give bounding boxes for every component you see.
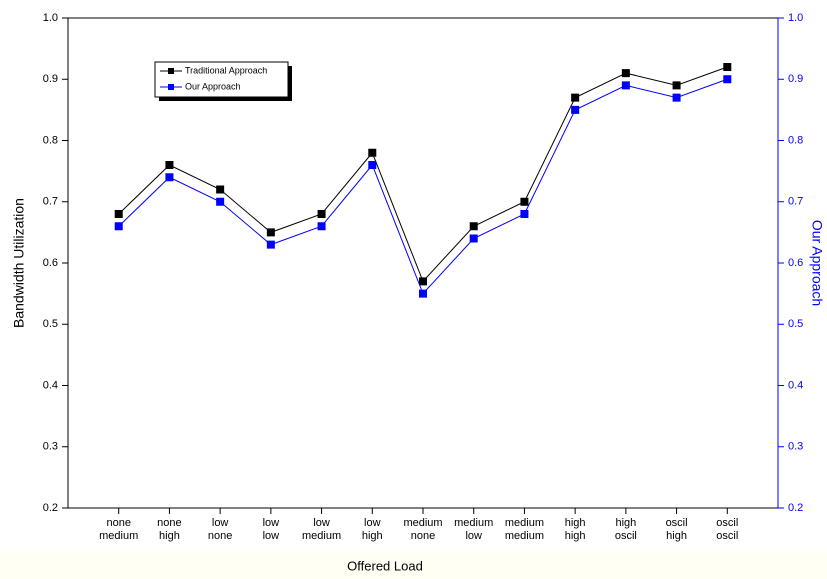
x-tick-label: low [364,517,381,529]
point [520,197,529,206]
y2-tick-label: 0.8 [788,134,803,146]
point [368,161,377,169]
y-tick-label: 0.3 [43,441,58,453]
x-tick-label: medium [99,530,138,542]
x-tick-label: medium [302,530,341,542]
point [317,222,326,231]
x-tick-label: low [263,530,280,542]
x-tick-label: low [313,517,330,529]
point [621,69,630,78]
point [520,210,529,218]
point [621,81,630,90]
x-tick-label: low [465,530,482,542]
x-tick-label: medium [454,517,493,529]
y2-axis-label: Our Approach [809,220,825,306]
x-tick-label: none [157,517,181,529]
x-axis-label: Offered Load [347,558,423,573]
y2-tick-label: 0.2 [788,502,803,514]
point [571,93,580,102]
point [165,161,174,169]
y-tick-label: 0.6 [43,257,58,269]
x-tick-label: low [263,517,280,529]
x-tick-label: high [565,530,586,542]
y-tick-label: 0.2 [43,502,58,514]
x-tick-label: oscil [666,517,688,529]
x-tick-label: medium [505,530,544,542]
footer-band [0,552,827,579]
legend-label: Our Approach [185,81,241,91]
y-tick-label: 0.5 [43,318,58,330]
point [266,228,275,237]
y2-tick-label: 0.5 [788,318,803,330]
y-axis-label: Bandwidth Utilization [11,198,27,328]
point [723,63,732,71]
point [672,81,681,90]
x-tick-label: none [411,530,435,542]
y-tick-label: 0.4 [43,379,58,391]
point [723,75,732,84]
x-tick-label: oscil [615,530,637,542]
point [419,277,427,286]
y-tick-label: 0.7 [43,196,58,208]
x-tick-label: medium [403,517,442,529]
y-tick-label: 0.9 [43,73,58,85]
legend-box [154,61,289,98]
point [266,240,275,249]
point [114,222,123,231]
point [216,197,225,206]
y2-tick-label: 0.4 [788,379,803,391]
y2-tick-label: 0.3 [788,441,803,453]
x-tick-label: high [615,517,636,529]
point [419,289,427,298]
y2-tick-label: 0.7 [788,196,803,208]
x-tick-label: oscil [716,530,738,542]
point [216,185,225,194]
point [317,210,326,218]
legend-marker [168,84,174,90]
x-tick-label: high [362,530,383,542]
legend-marker [168,68,174,74]
x-tick-label: none [208,530,232,542]
y2-tick-label: 1.0 [788,12,803,24]
point [114,210,123,218]
point [368,148,377,157]
y2-tick-label: 0.6 [788,257,803,269]
x-tick-label: high [666,530,687,542]
legend-label: Traditional Approach [185,65,267,75]
point [571,105,580,114]
y-tick-label: 0.8 [43,134,58,146]
x-tick-label: low [212,517,229,529]
y-tick-label: 1.0 [43,12,58,24]
x-tick-label: high [159,530,180,542]
legend: Traditional Approach Our Approach [154,61,292,101]
x-tick-label: medium [505,517,544,529]
point [672,93,681,102]
x-tick-label: none [106,517,130,529]
x-tick-label: high [565,517,586,529]
point [165,173,174,182]
point [469,222,478,231]
point [469,234,478,243]
y2-tick-label: 0.9 [788,73,803,85]
series-line [118,78,728,295]
x-tick-label: oscil [716,517,738,529]
